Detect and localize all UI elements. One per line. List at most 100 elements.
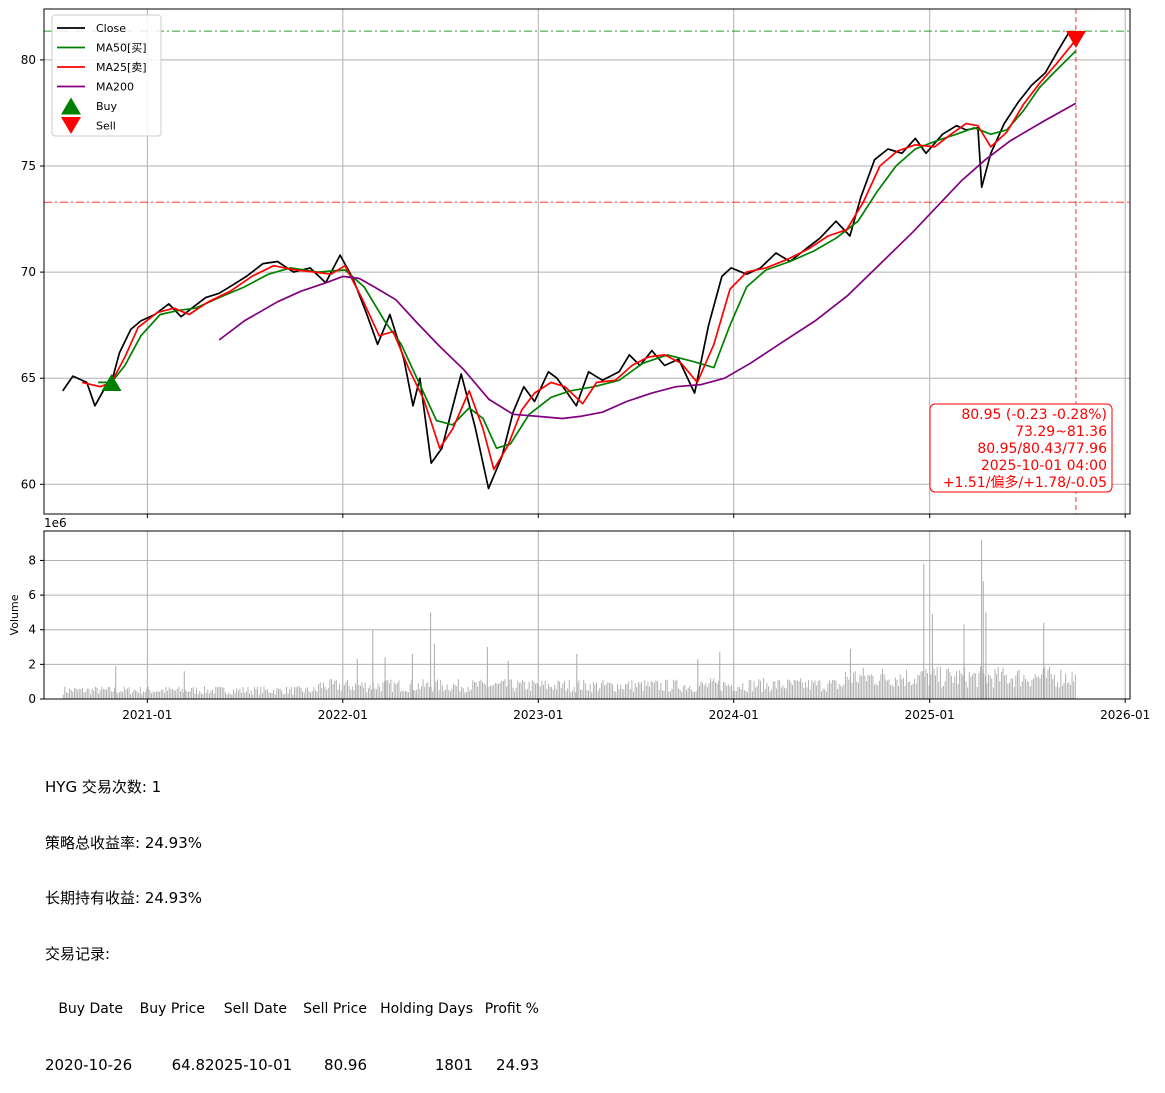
volume-bar: [348, 685, 350, 699]
volume-bar: [136, 691, 138, 699]
volume-bar: [138, 693, 140, 699]
volume-bar: [827, 683, 829, 699]
xtick-label: 2026-01: [1100, 708, 1150, 722]
volume-bar: [358, 684, 360, 699]
volume-bar: [364, 682, 366, 699]
volume-bar: [779, 680, 781, 699]
volume-bar: [1055, 686, 1057, 699]
legend-label: MA25[卖]: [96, 61, 147, 74]
legend: Close MA50[买] MA25[卖] MA200 Buy Sell: [51, 14, 162, 137]
volume-bar: [703, 685, 705, 699]
volume-bar: [223, 688, 225, 699]
volume-bar: [1061, 685, 1063, 699]
volume-bar: [906, 669, 908, 699]
volume-bar: [109, 686, 111, 699]
volume-bar: [919, 675, 920, 699]
volume-bar: [321, 687, 323, 699]
volume-bar: [572, 690, 573, 699]
volume-bar: [176, 688, 178, 699]
volume-bar: [64, 686, 66, 699]
volume-bar: [1047, 669, 1049, 699]
volume-bar: [233, 689, 234, 699]
volume-bar: [700, 681, 702, 699]
volume-bar: [173, 690, 175, 699]
volume-bar: [686, 690, 687, 699]
volume-bar: [920, 671, 922, 699]
volume-bar: [565, 690, 567, 699]
volume-bar: [231, 694, 233, 699]
volume-bar: [104, 689, 106, 699]
volume-bar: [882, 669, 883, 699]
cell-sell-price: 80.96: [324, 1055, 367, 1074]
volume-bar: [133, 689, 135, 699]
volume-bar: [742, 683, 744, 699]
volume-bar: [925, 669, 927, 699]
volume-bar: [996, 673, 998, 699]
volume-bar: [819, 680, 821, 699]
volume-bar: [544, 680, 546, 699]
volume-bar: [194, 693, 196, 699]
volume-bar: [422, 679, 424, 699]
volume-bar: [1073, 681, 1075, 699]
volume-bar: [874, 684, 875, 699]
volume-bar: [82, 687, 83, 699]
volume-bar: [482, 681, 483, 699]
volume-bar: [684, 684, 686, 699]
volume-bar: [75, 688, 77, 699]
volume-bar: [599, 687, 601, 699]
volume-bar: [554, 684, 556, 699]
volume-bar: [743, 690, 745, 699]
volume-bar: [992, 687, 994, 699]
volume-bar: [633, 691, 634, 699]
volume-bar: [771, 689, 773, 699]
volume-bar: [77, 690, 79, 699]
volume-bar: [130, 694, 132, 699]
volume-bar: [541, 680, 543, 699]
volume-bar: [302, 691, 304, 699]
volume-bar: [135, 690, 136, 699]
volume-bar: [787, 679, 789, 699]
volume-bar: [90, 694, 91, 699]
volume-bar: [396, 682, 398, 699]
volume-bar: [212, 689, 214, 699]
volume-bar: [801, 682, 803, 699]
volume-bar: [825, 691, 827, 699]
volume-bar: [208, 693, 210, 699]
volume-bar: [234, 692, 236, 699]
legend-label: MA50[买]: [96, 42, 147, 55]
volume-bar: [647, 681, 649, 699]
volume-bar: [655, 680, 657, 699]
series-ma200-line: [218, 102, 1077, 420]
volume-bar: [795, 680, 797, 699]
volume-bars: [62, 539, 1076, 699]
volume-bar: [840, 685, 842, 699]
volume-bar: [236, 688, 238, 699]
volume-bar: [388, 683, 390, 699]
volume-bar: [833, 679, 835, 699]
volume-bar: [641, 681, 642, 699]
volume-bar: [721, 691, 723, 699]
volume-bar: [515, 687, 517, 699]
volume-bar: [634, 683, 636, 699]
volume-bar: [528, 681, 530, 699]
price-ytick-label: 75: [21, 159, 36, 173]
volume-bar: [387, 680, 389, 699]
price-panel: 60 65 70 75 80 Close MA50[买] MA25[卖] MA200 Buy Sel…: [21, 8, 1131, 518]
volume-bar: [1045, 677, 1047, 699]
volume-bar: [563, 680, 565, 699]
volume-bar: [289, 688, 291, 699]
volume-spike-bar: [384, 657, 386, 699]
volume-bar: [286, 686, 287, 699]
volume-bar: [710, 678, 712, 699]
volume-bar: [689, 686, 691, 699]
volume-bar: [692, 691, 694, 699]
volume-bar: [496, 683, 498, 699]
volume-bar: [303, 692, 305, 699]
volume-bar: [589, 684, 591, 699]
volume-bar: [168, 687, 170, 699]
volume-bar: [200, 693, 202, 699]
volume-bar: [637, 681, 639, 699]
volume-bar: [812, 682, 814, 699]
volume-bar: [263, 686, 265, 699]
volume-bar: [872, 675, 874, 699]
